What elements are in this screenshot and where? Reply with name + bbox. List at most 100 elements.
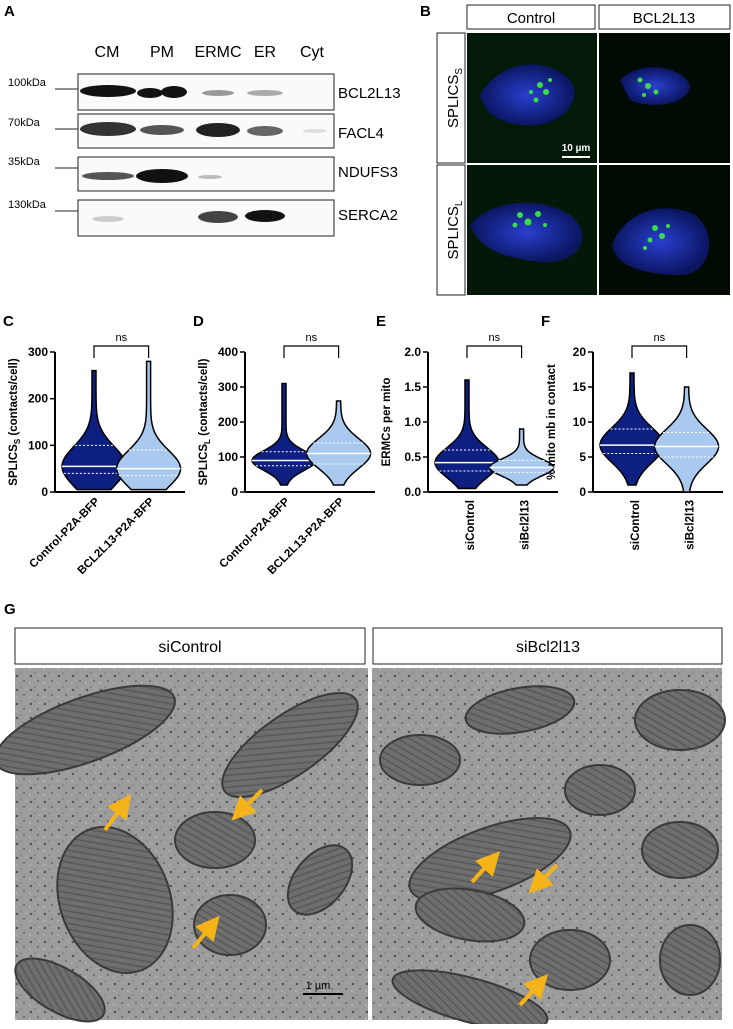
y-tick-label: 1.5 [404, 380, 421, 394]
arrows [103, 788, 559, 1007]
y-label-rest: (contacts/cell) [198, 358, 210, 439]
column-label: siBcl2l13 [516, 639, 580, 656]
y-tick-label: 0 [41, 485, 48, 499]
y-label-main: ERMCs per mito [381, 378, 393, 467]
protein-label: NDUFS3 [338, 164, 398, 181]
significance-bracket [93, 345, 150, 358]
y-tick-label: 2.0 [404, 345, 421, 359]
panel-letter: D [193, 313, 204, 330]
y-label-sub: S [13, 438, 22, 444]
protein-label: FACL4 [338, 125, 384, 142]
row-header [436, 164, 466, 296]
panel-letter: A [4, 3, 15, 20]
row-label-sub: L [454, 200, 465, 206]
violin [115, 360, 182, 491]
y-tick-label: 5 [579, 450, 586, 464]
marker-label: 100kDa [8, 77, 47, 89]
y-tick-label: 200 [28, 392, 48, 406]
lane-label: ER [254, 44, 276, 61]
protein-label: SERCA2 [338, 207, 398, 224]
protein-label: BCL2L13 [338, 85, 401, 102]
y-axis-label: SPLICSL (contacts/cell) [198, 358, 212, 485]
violin [488, 428, 555, 486]
y-tick-label: 400 [218, 345, 238, 359]
column-header [598, 4, 731, 30]
lane-label: CM [95, 44, 120, 61]
y-tick-label: 300 [218, 380, 238, 394]
panel-letter: E [376, 313, 386, 330]
column-label: Control [507, 10, 555, 27]
bands [80, 85, 327, 223]
significance-label: ns [305, 332, 317, 344]
row-label-main: SPLICS [445, 75, 462, 128]
violin [251, 382, 317, 486]
y-tick-label: 0 [579, 485, 586, 499]
violin [653, 386, 720, 493]
y-label-main: SPLICS [198, 444, 210, 486]
row-label-sub: S [454, 68, 465, 75]
row-label: SPLICSL [445, 200, 465, 259]
violin [61, 369, 127, 491]
column-label: BCL2L13 [633, 10, 696, 27]
violin [434, 379, 500, 490]
y-tick-label: 200 [218, 415, 238, 429]
significance-label: ns [115, 332, 127, 344]
x-tick-label: siControl [630, 500, 642, 550]
significance-bracket [631, 345, 688, 358]
electron-micrographs [0, 668, 726, 1029]
marker-label: 130kDa [8, 199, 47, 211]
panel-g: G siControl siBcl2l13 1 µm [0, 601, 726, 1029]
y-label-sub: L [203, 439, 212, 444]
row-header [436, 32, 466, 164]
y-label-main: SPLICS [8, 444, 20, 486]
column-header [372, 627, 723, 665]
marker-label: 35kDa [8, 156, 41, 168]
y-label-main: % mito mb in contact [546, 364, 558, 480]
violin-panel: E 0.0 0.5 1.0 1.5 2.0 ERMCs per mito siControl s… [376, 313, 558, 550]
y-axis-label: SPLICSS (contacts/cell) [8, 358, 22, 486]
row-label-main: SPLICS [445, 206, 462, 259]
lane-label: Cyt [300, 44, 325, 61]
significance-bracket [466, 345, 523, 358]
y-axis-label: ERMCs per mito [381, 378, 393, 467]
violin-panel: F 0 5 10 15 20 % mito mb in contact siControl si… [541, 313, 723, 550]
x-tick-label: siBcl2l13 [685, 500, 697, 550]
y-tick-label: 100 [28, 438, 48, 452]
column-header [466, 4, 596, 30]
lane-label: ERMC [194, 44, 241, 61]
y-label-rest: (contacts/cell) [8, 358, 20, 439]
marker-label: 70kDa [8, 117, 41, 129]
x-tick-label: siBcl2l13 [520, 500, 532, 550]
y-tick-label: 0.0 [404, 485, 421, 499]
column-label: siControl [158, 639, 221, 656]
significance-label: ns [488, 332, 500, 344]
significance-label: ns [653, 332, 665, 344]
lane-label: PM [150, 44, 174, 61]
row-label: SPLICSS [445, 68, 465, 128]
y-tick-label: 10 [573, 415, 587, 429]
panel-letter: G [4, 601, 16, 618]
y-tick-label: 20 [573, 345, 587, 359]
panel-b: B Control BCL2L13 SPLICSS SPLICSL 10 µm [420, 3, 731, 296]
y-axis-label: % mito mb in contact [546, 364, 558, 480]
column-header [14, 627, 366, 665]
y-tick-label: 1.0 [404, 415, 421, 429]
panel-letter: C [3, 313, 14, 330]
panel-letter: B [420, 3, 431, 20]
y-tick-label: 300 [28, 345, 48, 359]
y-tick-label: 0.5 [404, 450, 421, 464]
x-tick-label: siControl [465, 500, 477, 550]
significance-bracket [283, 345, 340, 358]
scale-bar-label: 10 µm [562, 143, 591, 154]
y-tick-label: 15 [573, 380, 587, 394]
panel-a: A CM PM ERMC ER Cyt 100kDa 70kDa 35kDa 130kDa B… [4, 3, 401, 237]
micrographs: 10 µm [467, 33, 730, 295]
y-tick-label: 100 [218, 450, 238, 464]
panel-letter: F [541, 313, 550, 330]
scale-bar-label: 1 µm [306, 980, 331, 992]
y-tick-label: 0 [231, 485, 238, 499]
